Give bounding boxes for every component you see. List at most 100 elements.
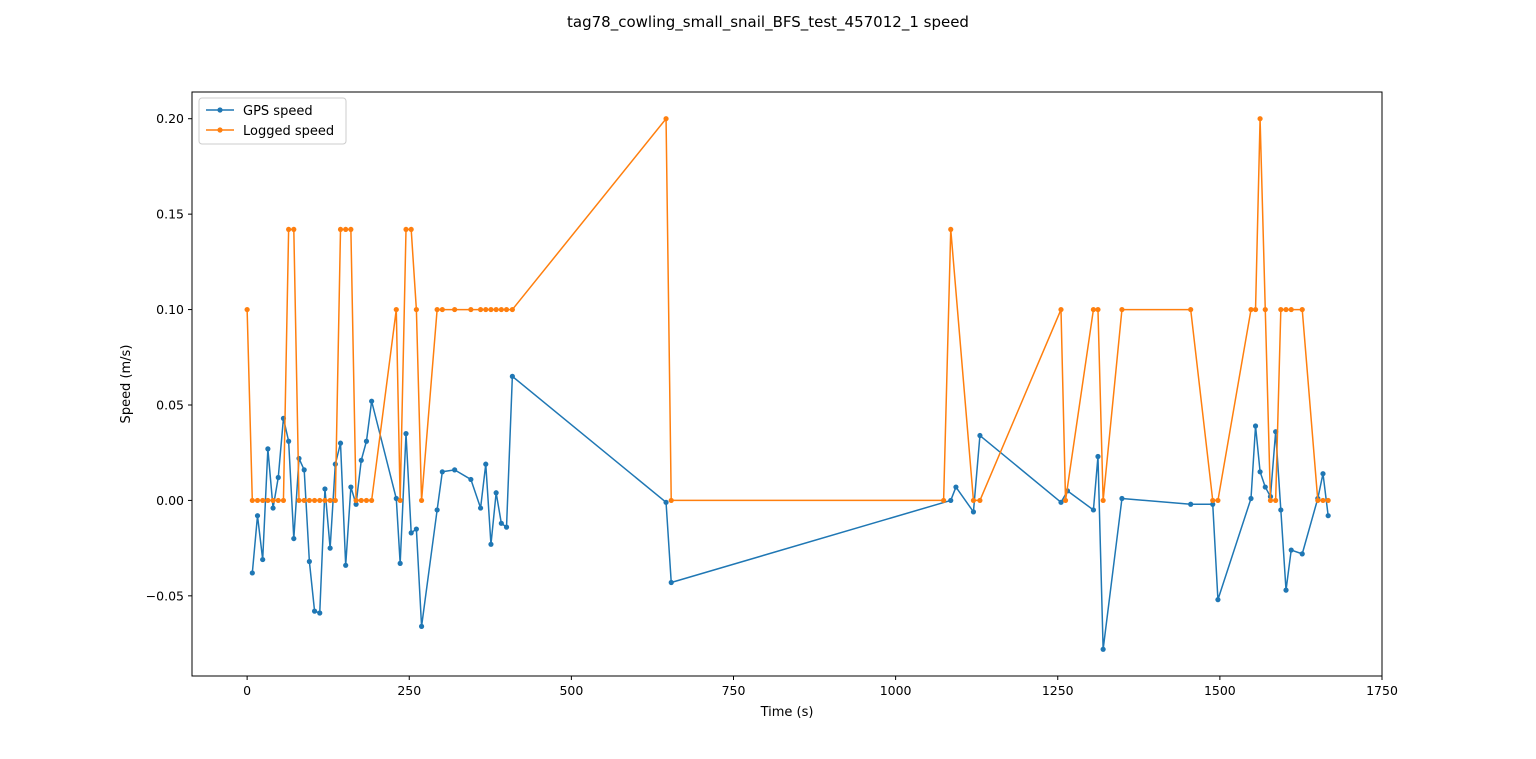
x-axis-label: Time (s): [760, 705, 814, 720]
data-point: [296, 497, 302, 504]
data-point: [265, 497, 271, 504]
data-point: [948, 226, 954, 233]
legend-gps-label: GPS speed: [243, 104, 313, 119]
data-point: [493, 490, 499, 496]
data-point: [1283, 587, 1289, 593]
data-point: [358, 457, 364, 463]
x-tick-label: 500: [559, 683, 583, 698]
legend: GPS speed Logged speed: [198, 97, 347, 145]
data-point: [280, 497, 287, 504]
x-tick-label: 1000: [880, 683, 912, 698]
y-tick-label: −0.05: [146, 588, 184, 603]
data-point: [393, 495, 399, 502]
data-point: [1299, 551, 1305, 557]
data-point: [1095, 306, 1101, 313]
data-point: [970, 509, 977, 515]
data-point: [1262, 306, 1268, 313]
data-point: [439, 306, 445, 313]
data-point: [369, 398, 375, 404]
data-point: [306, 497, 312, 504]
data-point: [317, 497, 323, 504]
data-point: [301, 467, 307, 473]
data-point: [1257, 116, 1263, 122]
data-point: [1262, 484, 1268, 490]
data-point: [327, 545, 333, 551]
data-point: [1273, 497, 1279, 504]
data-point: [498, 520, 504, 526]
data-point: [260, 497, 266, 504]
data-point: [363, 497, 370, 504]
data-point: [663, 499, 669, 505]
data-point: [503, 524, 510, 530]
series-logged-speed: [244, 116, 1331, 504]
data-point: [337, 226, 344, 233]
data-point: [343, 562, 349, 568]
legend-logged-label: Logged speed: [243, 124, 334, 139]
data-point: [348, 226, 354, 233]
data-point: [1215, 597, 1221, 603]
data-point: [509, 373, 515, 379]
data-point: [1283, 306, 1289, 313]
data-point: [413, 526, 419, 532]
data-point: [977, 432, 983, 439]
data-point: [1100, 646, 1106, 652]
data-point: [663, 116, 669, 122]
data-point: [291, 535, 297, 542]
x-tick-label: 1250: [1042, 683, 1074, 698]
data-point: [286, 438, 292, 444]
data-point: [286, 226, 292, 233]
data-point: [1188, 501, 1194, 507]
data-point: [311, 608, 318, 614]
data-point: [439, 469, 445, 475]
data-point: [348, 484, 354, 490]
data-point: [353, 501, 359, 507]
data-point: [452, 306, 458, 313]
x-tick-label: 0: [243, 683, 251, 698]
data-point: [493, 306, 499, 313]
data-point: [1267, 497, 1274, 504]
x-tick-label: 250: [397, 683, 421, 698]
data-point: [260, 556, 266, 563]
data-point: [337, 440, 344, 446]
data-point: [483, 306, 489, 313]
data-point: [1252, 423, 1259, 429]
data-point: [1252, 306, 1259, 313]
x-axis: 0 250 500 750 1000 1250 1500 1750: [243, 676, 1398, 698]
data-point: [668, 579, 674, 586]
data-point: [1215, 497, 1221, 504]
data-point: [477, 306, 484, 313]
data-point: [1210, 497, 1216, 504]
data-point: [327, 497, 333, 504]
data-point: [397, 497, 403, 504]
data-point: [254, 497, 261, 504]
data-point: [418, 623, 425, 629]
data-point: [1090, 306, 1097, 313]
data-point: [343, 226, 349, 233]
y-tick-label: 0.15: [156, 207, 184, 222]
data-point: [311, 497, 318, 504]
data-point: [291, 226, 297, 233]
y-tick-label: 0.05: [156, 397, 184, 412]
data-point: [265, 446, 271, 452]
data-point: [1090, 507, 1097, 513]
data-point: [1095, 453, 1101, 460]
data-point: [948, 497, 954, 504]
data-point: [353, 497, 359, 504]
data-point: [1320, 471, 1326, 477]
data-point: [363, 438, 370, 444]
x-tick-label: 1750: [1366, 683, 1398, 698]
data-point: [1288, 547, 1294, 553]
data-point: [970, 497, 977, 504]
data-point: [1325, 513, 1331, 519]
series-layer: [244, 116, 1331, 652]
data-point: [434, 306, 440, 313]
data-point: [1248, 495, 1254, 502]
data-point: [498, 306, 504, 313]
data-point: [1299, 306, 1305, 313]
data-point: [1062, 497, 1069, 504]
data-point: [332, 497, 338, 504]
data-point: [1058, 499, 1064, 505]
x-tick-label: 750: [722, 683, 746, 698]
data-point: [668, 497, 674, 504]
data-point: [977, 497, 983, 504]
